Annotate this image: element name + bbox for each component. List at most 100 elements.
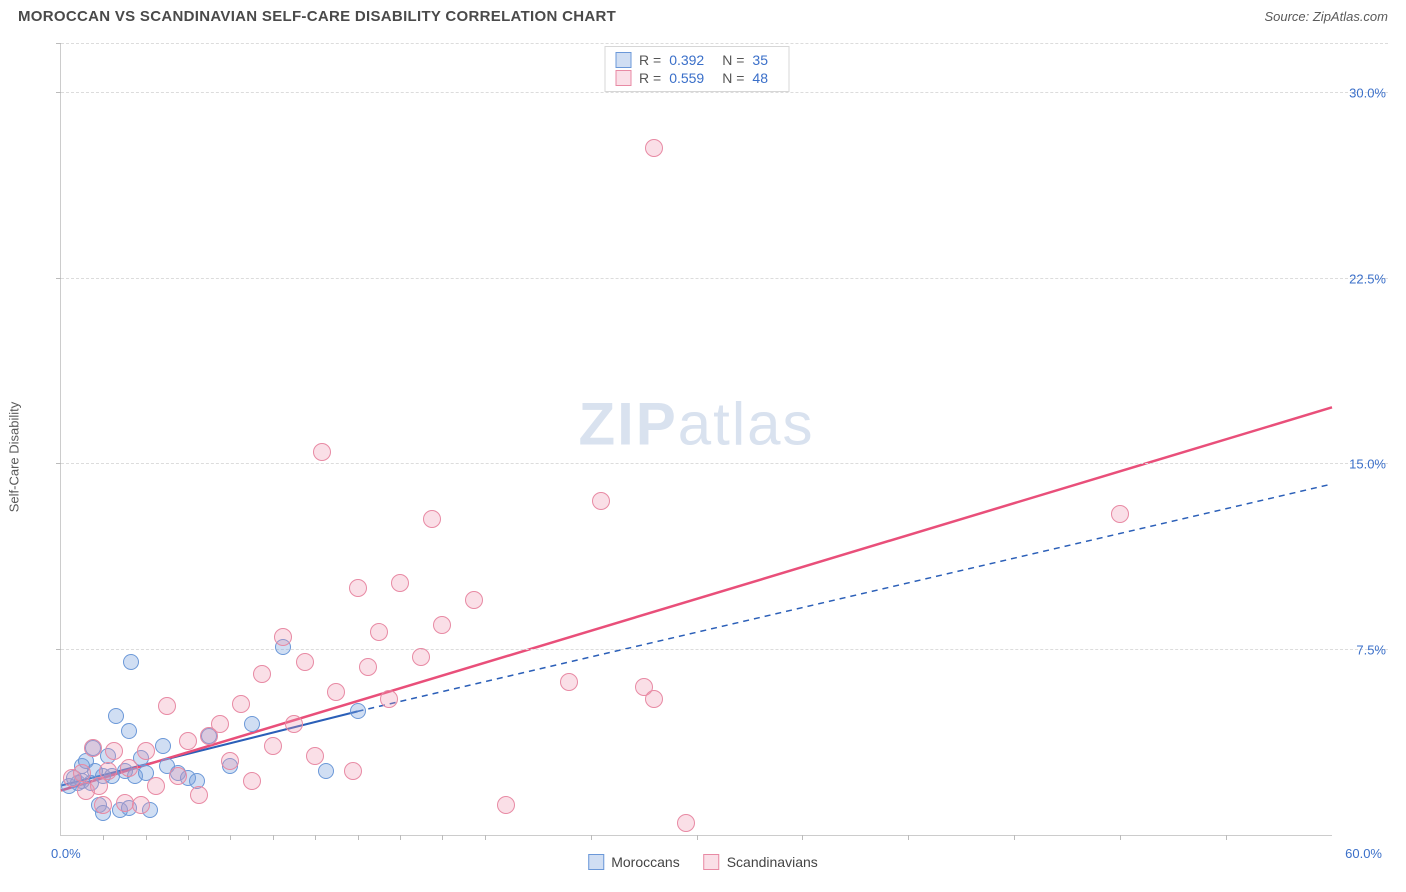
watermark-bold: ZIP — [578, 390, 677, 457]
legend-swatch — [615, 52, 631, 68]
scatter-point — [370, 623, 388, 641]
y-tick-mark — [56, 92, 61, 93]
scatter-point — [433, 616, 451, 634]
y-tick-mark — [56, 649, 61, 650]
scatter-point — [147, 777, 165, 795]
scatter-point — [99, 762, 117, 780]
x-tick-mark — [273, 835, 274, 840]
scatter-point — [645, 690, 663, 708]
legend-row: R = 0.559 N = 48 — [615, 69, 778, 87]
scatter-point — [1111, 505, 1129, 523]
y-tick-mark — [56, 43, 61, 44]
x-tick-mark — [1014, 835, 1015, 840]
x-tick-mark — [1226, 835, 1227, 840]
scatter-point — [190, 786, 208, 804]
scatter-point — [313, 443, 331, 461]
series-legend-label: Scandinavians — [727, 854, 818, 870]
scatter-point — [344, 762, 362, 780]
source-name: ZipAtlas.com — [1313, 9, 1388, 24]
x-tick-mark — [908, 835, 909, 840]
x-tick-mark — [802, 835, 803, 840]
legend-r-label: R = — [639, 52, 661, 68]
scatter-point — [296, 653, 314, 671]
scatter-point — [318, 763, 334, 779]
chart-source: Source: ZipAtlas.com — [1264, 9, 1388, 24]
series-legend-label: Moroccans — [611, 854, 679, 870]
y-tick-label: 15.0% — [1349, 457, 1386, 472]
x-tick-mark — [400, 835, 401, 840]
scatter-point — [497, 796, 515, 814]
plot-area: ZIPatlas R =0.392N =35R =0.559N =48 0.0%… — [60, 44, 1332, 836]
gridline — [61, 463, 1388, 464]
scatter-point — [211, 715, 229, 733]
x-tick-mark — [1120, 835, 1121, 840]
scatter-point — [560, 673, 578, 691]
scatter-point — [677, 814, 695, 832]
scatter-point — [121, 723, 137, 739]
scatter-point — [380, 690, 398, 708]
trend-line — [358, 484, 1332, 711]
scatter-point — [232, 695, 250, 713]
x-tick-mark — [230, 835, 231, 840]
x-tick-mark — [103, 835, 104, 840]
scatter-point — [108, 708, 124, 724]
y-tick-label: 22.5% — [1349, 271, 1386, 286]
scatter-point — [423, 510, 441, 528]
chart-title: MOROCCAN VS SCANDINAVIAN SELF-CARE DISAB… — [18, 8, 616, 25]
source-label: Source: — [1264, 9, 1312, 24]
legend-r-value: 0.392 — [669, 52, 704, 68]
scatter-point — [73, 764, 91, 782]
scatter-point — [391, 574, 409, 592]
y-tick-label: 30.0% — [1349, 86, 1386, 101]
scatter-point — [123, 654, 139, 670]
scatter-point — [327, 683, 345, 701]
legend-n-label: N = — [722, 70, 744, 86]
scatter-point — [179, 732, 197, 750]
gridline — [61, 649, 1388, 650]
legend-n-value: 35 — [752, 52, 768, 68]
legend-row: R = 0.392 N = 35 — [615, 51, 778, 69]
scatter-point — [158, 697, 176, 715]
scatter-point — [350, 703, 366, 719]
chart-container: Self-Care Disability ZIPatlas R =0.392N … — [18, 36, 1388, 878]
y-tick-mark — [56, 278, 61, 279]
legend-swatch — [588, 854, 604, 870]
gridline — [61, 92, 1388, 93]
y-tick-label: 7.5% — [1356, 642, 1386, 657]
legend-swatch — [704, 854, 720, 870]
y-tick-mark — [56, 463, 61, 464]
x-tick-mark — [485, 835, 486, 840]
x-tick-mark — [315, 835, 316, 840]
series-legend-item: Scandinavians — [704, 854, 818, 870]
scatter-point — [274, 628, 292, 646]
legend-r-label: R = — [639, 70, 661, 86]
scatter-point — [306, 747, 324, 765]
scatter-point — [132, 796, 150, 814]
trend-line — [61, 407, 1332, 790]
scatter-point — [592, 492, 610, 510]
x-tick-mark — [591, 835, 592, 840]
legend-r-value: 0.559 — [669, 70, 704, 86]
scatter-point — [349, 579, 367, 597]
scatter-point — [116, 794, 134, 812]
series-legend: Moroccans Scandinavians — [588, 854, 818, 870]
correlation-legend: R = 0.392 N = 35 R = 0.559 N = 48 — [604, 46, 789, 92]
scatter-point — [253, 665, 271, 683]
scatter-point — [155, 738, 171, 754]
scatter-point — [221, 752, 239, 770]
x-tick-mark — [358, 835, 359, 840]
scatter-point — [105, 742, 123, 760]
gridline — [61, 43, 1388, 44]
x-tick-mark — [697, 835, 698, 840]
series-legend-item: Moroccans — [588, 854, 679, 870]
scatter-point — [243, 772, 261, 790]
chart-header: MOROCCAN VS SCANDINAVIAN SELF-CARE DISAB… — [0, 0, 1406, 29]
legend-n-label: N = — [722, 52, 744, 68]
x-axis-min-label: 0.0% — [51, 846, 81, 861]
scatter-point — [264, 737, 282, 755]
legend-n-value: 48 — [752, 70, 768, 86]
x-axis-max-label: 60.0% — [1345, 846, 1382, 861]
scatter-point — [137, 742, 155, 760]
scatter-point — [465, 591, 483, 609]
scatter-point — [94, 796, 112, 814]
